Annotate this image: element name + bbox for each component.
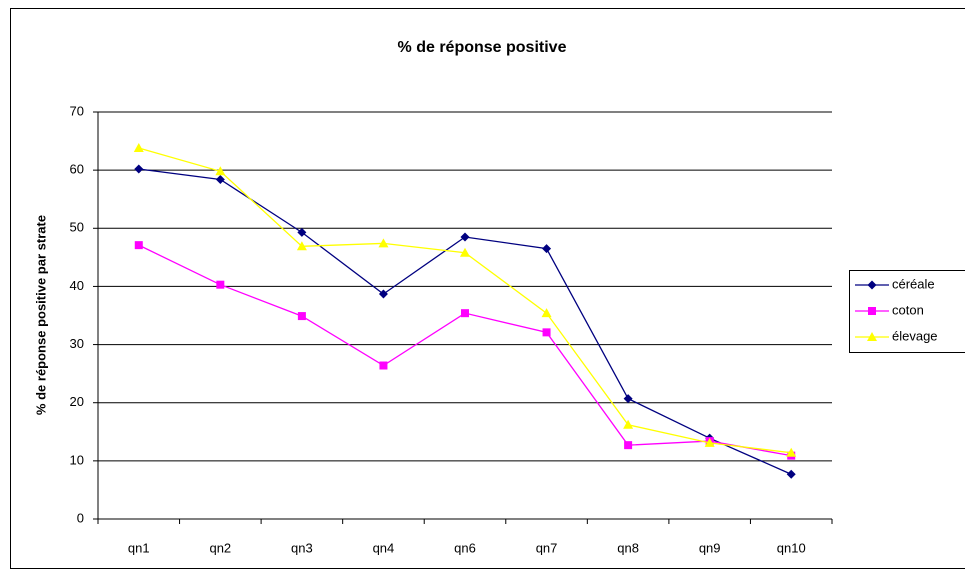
data-point	[133, 143, 144, 153]
data-point	[297, 227, 307, 237]
data-point	[134, 241, 143, 250]
data-point	[541, 308, 552, 318]
data-point	[379, 361, 388, 370]
x-tick-label: qn7	[536, 540, 558, 555]
data-point	[297, 312, 306, 321]
legend-label: coton	[892, 302, 924, 317]
y-tick-label: 60	[70, 162, 84, 177]
y-tick-label: 50	[70, 220, 84, 235]
data-point	[786, 469, 796, 479]
x-tick-label: qn9	[699, 540, 721, 555]
data-point	[624, 441, 633, 450]
data-point	[786, 447, 797, 457]
data-point	[216, 280, 225, 289]
y-tick-label: 20	[70, 394, 84, 409]
data-point	[296, 241, 307, 251]
data-point	[134, 164, 144, 174]
y-axis-label: % de réponse positive par strate	[33, 215, 48, 415]
data-point	[704, 437, 715, 447]
y-tick-label: 70	[70, 103, 84, 118]
y-tick-label: 10	[70, 452, 84, 467]
x-tick-label: qn6	[454, 540, 476, 555]
data-point	[623, 419, 634, 429]
legend-marker	[867, 280, 877, 290]
data-point	[623, 394, 633, 404]
data-point	[460, 232, 470, 242]
data-point	[215, 174, 225, 184]
x-tick-label: qn2	[209, 540, 231, 555]
data-point	[542, 244, 552, 254]
legend-label: céréale	[892, 276, 935, 291]
data-point	[461, 309, 469, 318]
data-point	[542, 328, 551, 337]
y-tick-label: 40	[70, 278, 84, 293]
legend-marker	[868, 307, 876, 315]
legend-label: élevage	[892, 328, 938, 343]
x-tick-label: qn1	[128, 540, 150, 555]
y-tick-label: 0	[77, 510, 84, 525]
x-tick-label: qn10	[777, 540, 806, 555]
data-point	[215, 166, 226, 176]
data-point	[378, 238, 389, 248]
y-tick-label: 30	[70, 336, 84, 351]
data-point	[460, 247, 470, 257]
legend-marker	[867, 332, 877, 341]
x-tick-label: qn8	[617, 540, 639, 555]
data-point	[378, 289, 388, 299]
chart-title: % de réponse positive	[398, 39, 567, 56]
x-tick-label: qn4	[373, 540, 395, 555]
chart-border	[10, 8, 965, 569]
x-tick-label: qn3	[291, 540, 313, 555]
